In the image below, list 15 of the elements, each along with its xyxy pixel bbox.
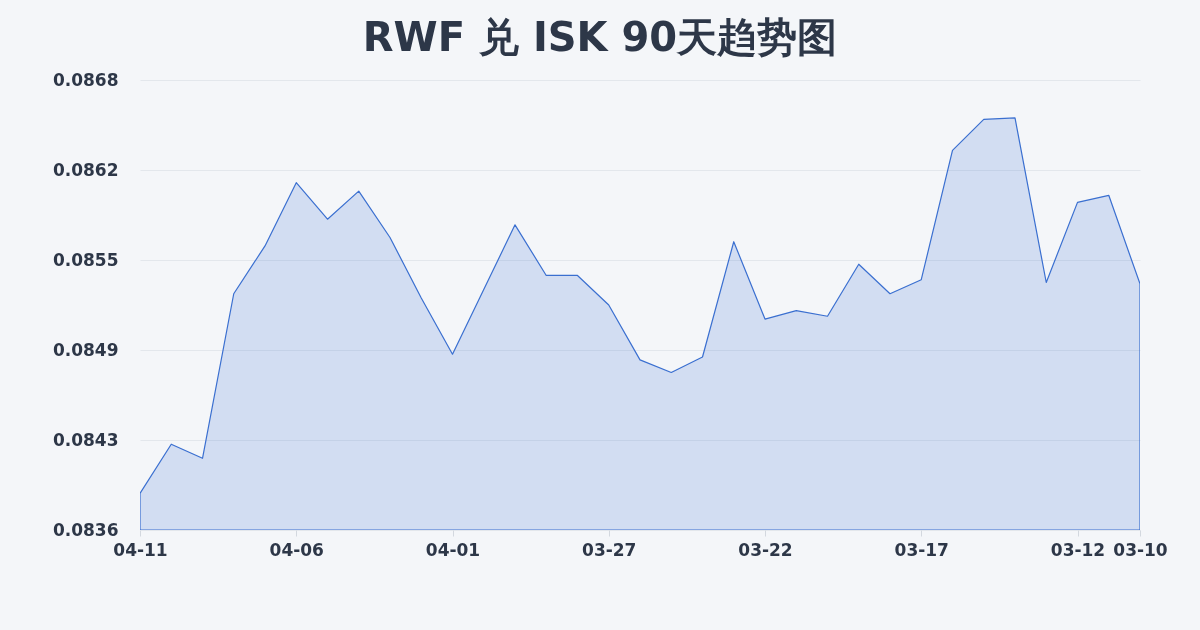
x-tick-label: 03-10 [1113, 539, 1168, 560]
x-tick-label: 04-11 [113, 539, 168, 560]
x-tick-label: 03-22 [738, 539, 793, 560]
y-tick-label: 0.0868 [52, 69, 119, 90]
chart-title: RWF 兑 ISK 90天趋势图 [362, 14, 838, 60]
y-tick-label: 0.0862 [52, 159, 119, 180]
x-tick-label: 03-27 [582, 539, 637, 560]
y-tick-label: 0.0843 [52, 429, 119, 450]
y-tick-label: 0.0855 [52, 249, 119, 270]
x-tick-label: 03-17 [894, 539, 949, 560]
y-tick-label: 0.0849 [52, 339, 119, 360]
x-tick-label: 04-01 [425, 539, 481, 560]
x-tick-label: 03-12 [1050, 539, 1106, 560]
y-tick-label: 0.0836 [52, 519, 119, 540]
x-tick-label: 04-06 [269, 539, 324, 560]
